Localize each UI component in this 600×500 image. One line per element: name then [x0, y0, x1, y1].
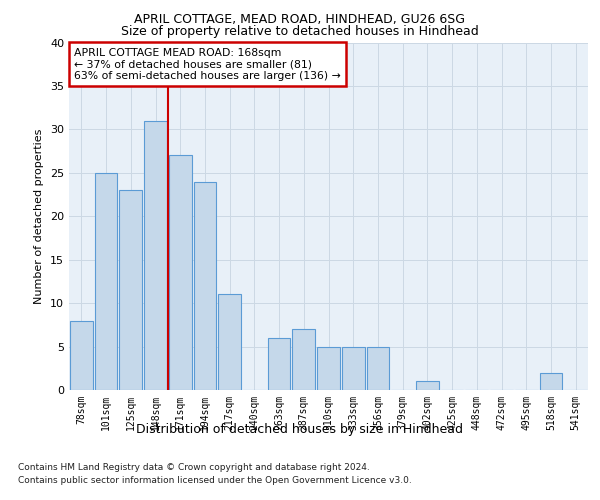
Bar [194, 182, 216, 390]
Bar [70, 320, 93, 390]
Text: Size of property relative to detached houses in Hindhead: Size of property relative to detached ho… [121, 25, 479, 38]
Text: APRIL COTTAGE MEAD ROAD: 168sqm
← 37% of detached houses are smaller (81)
63% of: APRIL COTTAGE MEAD ROAD: 168sqm ← 37% of… [74, 48, 341, 81]
Bar [367, 346, 389, 390]
Bar [342, 346, 365, 390]
Bar [119, 190, 142, 390]
Bar [95, 173, 118, 390]
Y-axis label: Number of detached properties: Number of detached properties [34, 128, 44, 304]
Text: APRIL COTTAGE, MEAD ROAD, HINDHEAD, GU26 6SG: APRIL COTTAGE, MEAD ROAD, HINDHEAD, GU26… [134, 12, 466, 26]
Bar [169, 156, 191, 390]
Text: Contains HM Land Registry data © Crown copyright and database right 2024.: Contains HM Land Registry data © Crown c… [18, 462, 370, 471]
Bar [268, 338, 290, 390]
Bar [416, 382, 439, 390]
Bar [317, 346, 340, 390]
Text: Distribution of detached houses by size in Hindhead: Distribution of detached houses by size … [137, 422, 464, 436]
Bar [144, 120, 167, 390]
Text: Contains public sector information licensed under the Open Government Licence v3: Contains public sector information licen… [18, 476, 412, 485]
Bar [539, 372, 562, 390]
Bar [218, 294, 241, 390]
Bar [292, 329, 315, 390]
